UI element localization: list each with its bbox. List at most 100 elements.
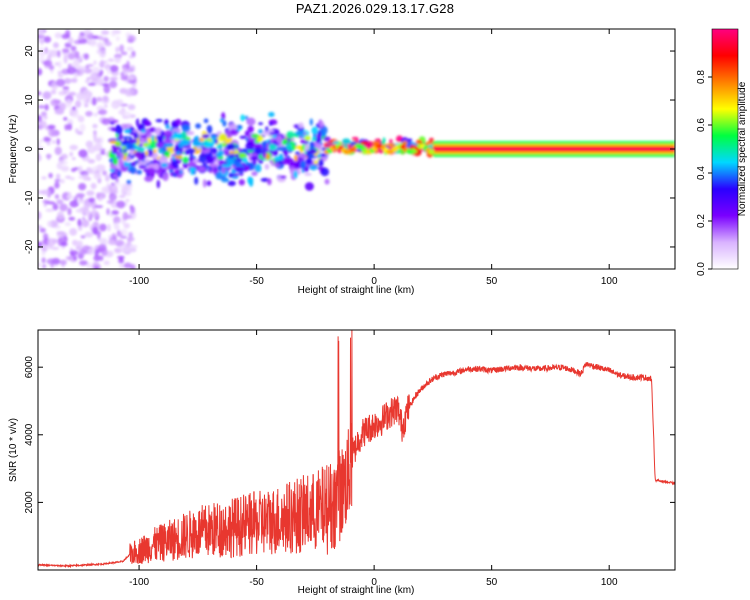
heatmap-cell	[70, 167, 77, 173]
heatmap-cell	[95, 164, 106, 172]
heatmap-cell	[50, 89, 57, 95]
heatmap-cell	[38, 68, 43, 76]
y-tick-label: 0	[24, 146, 35, 152]
heatmap-cell	[155, 141, 165, 148]
heatmap-cell	[341, 138, 351, 145]
heatmap-cell	[76, 131, 84, 135]
heatmap-cell	[64, 222, 71, 227]
heatmap-cell	[160, 130, 165, 139]
heatmap-cell	[122, 111, 132, 118]
heatmap-cell	[41, 250, 46, 256]
heatmap-cell	[74, 100, 82, 108]
heatmap-cell	[276, 135, 283, 145]
heatmap-cell	[68, 216, 76, 221]
heatmap-cell	[270, 160, 275, 167]
heatmap-cell	[125, 198, 130, 202]
heatmap-cell	[43, 36, 52, 43]
heatmap-cell	[38, 47, 44, 51]
heatmap-cell	[140, 129, 146, 133]
heatmap-cell	[92, 35, 100, 40]
heatmap-cell	[262, 141, 267, 150]
heatmap-cell	[79, 123, 86, 132]
heatmap-cell	[58, 60, 62, 69]
heatmap-cell	[96, 192, 101, 200]
heatmap-cell	[251, 133, 260, 139]
heatmap-cell	[220, 118, 224, 123]
heatmap-cell	[324, 178, 330, 185]
heatmap-cell	[309, 164, 318, 171]
snr-x-axis-label: Height of straight line (km)	[298, 585, 415, 596]
heatmap-cell	[238, 179, 245, 186]
heatmap-cell	[323, 136, 331, 142]
heatmap-cell	[217, 165, 222, 170]
heatmap-cell	[304, 172, 312, 176]
heatmap-cell	[118, 133, 123, 141]
heatmap-cell	[86, 77, 91, 81]
heatmap-cell	[428, 149, 435, 155]
heatmap-cell	[54, 109, 64, 115]
heatmap-cell	[128, 55, 134, 59]
colorbar-tick-label: 0.4	[696, 166, 707, 180]
heatmap-cell	[123, 148, 127, 154]
heatmap-cell	[250, 155, 258, 162]
heatmap-cell	[72, 255, 77, 261]
heatmap-cell	[38, 142, 42, 146]
heatmap-cell	[38, 120, 48, 129]
heatmap-cell	[127, 79, 137, 84]
heatmap-cell	[78, 175, 84, 179]
heatmap-cell	[181, 124, 191, 133]
heatmap-cell	[190, 166, 194, 176]
colorbar-label: Normalized spectral amplitude	[737, 81, 748, 216]
heatmap-cell	[99, 223, 107, 232]
heatmap-cell	[198, 166, 206, 172]
x-tick-label: 100	[601, 577, 618, 588]
heatmap-cell	[216, 144, 223, 149]
heatmap-cell	[320, 153, 327, 157]
heatmap-cell	[119, 244, 129, 253]
heatmap-cell	[100, 83, 110, 87]
heatmap-cell	[45, 208, 55, 213]
heatmap-cell	[93, 138, 102, 144]
heatmap-cell	[71, 157, 76, 161]
heatmap-cell	[52, 42, 59, 49]
heatmap-cell	[198, 156, 207, 163]
heatmap-cell	[38, 91, 42, 96]
heatmap-cell	[76, 92, 85, 101]
heatmap-cell	[317, 153, 322, 159]
snr-x-ticks: -100 -50 0 50 100	[129, 330, 618, 588]
heatmap-cell	[38, 211, 42, 220]
heatmap-cell	[269, 131, 279, 136]
heatmap-cell	[77, 34, 83, 41]
heatmap-cell	[118, 158, 123, 167]
spectrogram-y-ticks: -20 -10 0 10 20	[24, 45, 675, 254]
heatmap-cell	[57, 74, 64, 78]
heatmap-cell	[88, 197, 96, 203]
heatmap-cell	[42, 199, 51, 204]
heatmap-cell	[212, 147, 218, 154]
heatmap-cell	[85, 79, 90, 84]
heatmap-cell	[69, 144, 78, 151]
heatmap-cell	[95, 153, 102, 162]
colorbar: 0.0 0.2 0.4 0.6 0.8 Normalized spectral ampl…	[696, 28, 748, 276]
heatmap-cell	[71, 239, 79, 246]
heatmap-cell	[242, 157, 248, 163]
heatmap-cell	[41, 257, 46, 264]
heatmap-cell	[107, 58, 115, 62]
heatmap-cell	[92, 226, 99, 235]
heatmap-cell	[168, 169, 174, 173]
heatmap-cell	[92, 123, 98, 129]
colorbar-frame	[711, 28, 739, 270]
x-tick-label: 50	[486, 577, 498, 588]
heatmap-cell	[77, 240, 83, 249]
heatmap-cell	[83, 201, 91, 210]
heatmap-cell	[129, 166, 137, 175]
heatmap-cell	[142, 142, 149, 147]
heatmap-cell	[246, 117, 256, 126]
heatmap-cell	[175, 118, 182, 126]
heatmap-cell	[106, 250, 114, 257]
heatmap-cell	[83, 53, 89, 60]
heatmap-cell	[129, 149, 135, 156]
heatmap-cell	[222, 120, 227, 127]
heatmap-cell	[128, 244, 136, 253]
heatmap-cell	[295, 130, 305, 136]
